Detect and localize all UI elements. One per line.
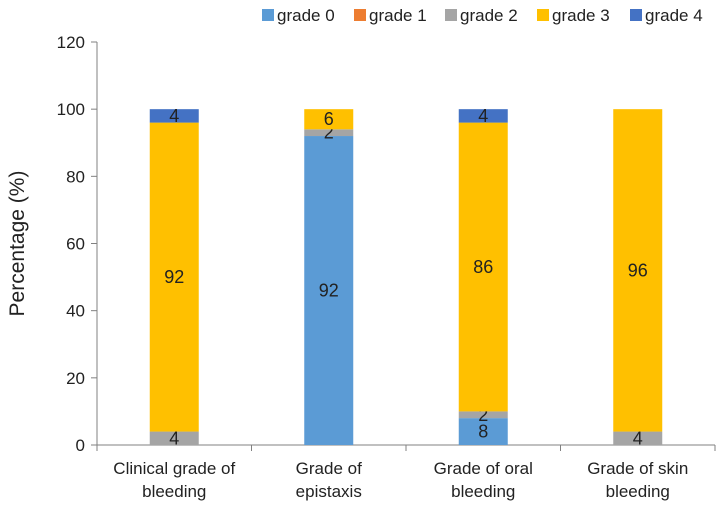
data-label: 2 xyxy=(478,405,488,425)
legend-entry: grade 2 xyxy=(460,6,518,25)
y-tick-label: 80 xyxy=(66,167,85,186)
y-tick-label: 120 xyxy=(57,33,85,52)
bar-segment-grade-2 xyxy=(304,129,354,137)
data-label: 92 xyxy=(319,281,339,301)
y-tick-label: 40 xyxy=(66,302,85,321)
x-category-label: Grade of xyxy=(296,459,362,478)
data-label: 86 xyxy=(473,257,493,277)
bar-segment-grade-3 xyxy=(458,122,508,412)
x-category-label: Grade of skin xyxy=(587,459,688,478)
data-label: 8 xyxy=(478,422,488,442)
bar-segment-grade-0 xyxy=(458,418,508,445)
legend-swatch xyxy=(537,9,549,21)
legend-entry: grade 1 xyxy=(369,6,427,25)
bar-segment-grade-3 xyxy=(304,109,354,130)
y-tick-label: 60 xyxy=(66,235,85,254)
data-label: 96 xyxy=(628,260,648,280)
bar-segment-grade-2 xyxy=(613,431,663,445)
x-category-label: bleeding xyxy=(606,482,670,501)
x-category-label: bleeding xyxy=(142,482,206,501)
y-tick-label: 0 xyxy=(76,436,85,455)
legend-swatch xyxy=(630,9,642,21)
x-category-label: epistaxis xyxy=(296,482,362,501)
bar-segment-grade-3 xyxy=(613,109,663,432)
legend-swatch xyxy=(354,9,366,21)
bar-segment-grade-4 xyxy=(458,109,508,123)
x-category-label: Grade of oral xyxy=(434,459,533,478)
legend-swatch xyxy=(445,9,457,21)
y-axis-title: Percentage (%) xyxy=(6,171,29,317)
data-label: 4 xyxy=(633,428,643,448)
legend-entry: grade 3 xyxy=(552,6,610,25)
y-tick-label: 20 xyxy=(66,369,85,388)
x-category-label: Clinical grade of xyxy=(113,459,235,478)
x-category-label: bleeding xyxy=(451,482,515,501)
data-label: 4 xyxy=(478,106,488,126)
legend-entry: grade 4 xyxy=(645,6,703,25)
data-label: 6 xyxy=(324,109,334,129)
bar-segment-grade-4 xyxy=(149,109,199,123)
bar-segment-grade-2 xyxy=(149,431,199,445)
legend-entry: grade 0 xyxy=(277,6,335,25)
data-label: 2 xyxy=(324,123,334,143)
data-label: 92 xyxy=(164,267,184,287)
bar-segment-grade-3 xyxy=(149,122,199,432)
data-label: 4 xyxy=(169,106,179,126)
bar-segment-grade-2 xyxy=(458,411,508,419)
legend-swatch xyxy=(262,9,274,21)
data-label: 4 xyxy=(169,428,179,448)
bar-segment-grade-0 xyxy=(304,136,354,446)
y-tick-label: 100 xyxy=(57,100,85,119)
